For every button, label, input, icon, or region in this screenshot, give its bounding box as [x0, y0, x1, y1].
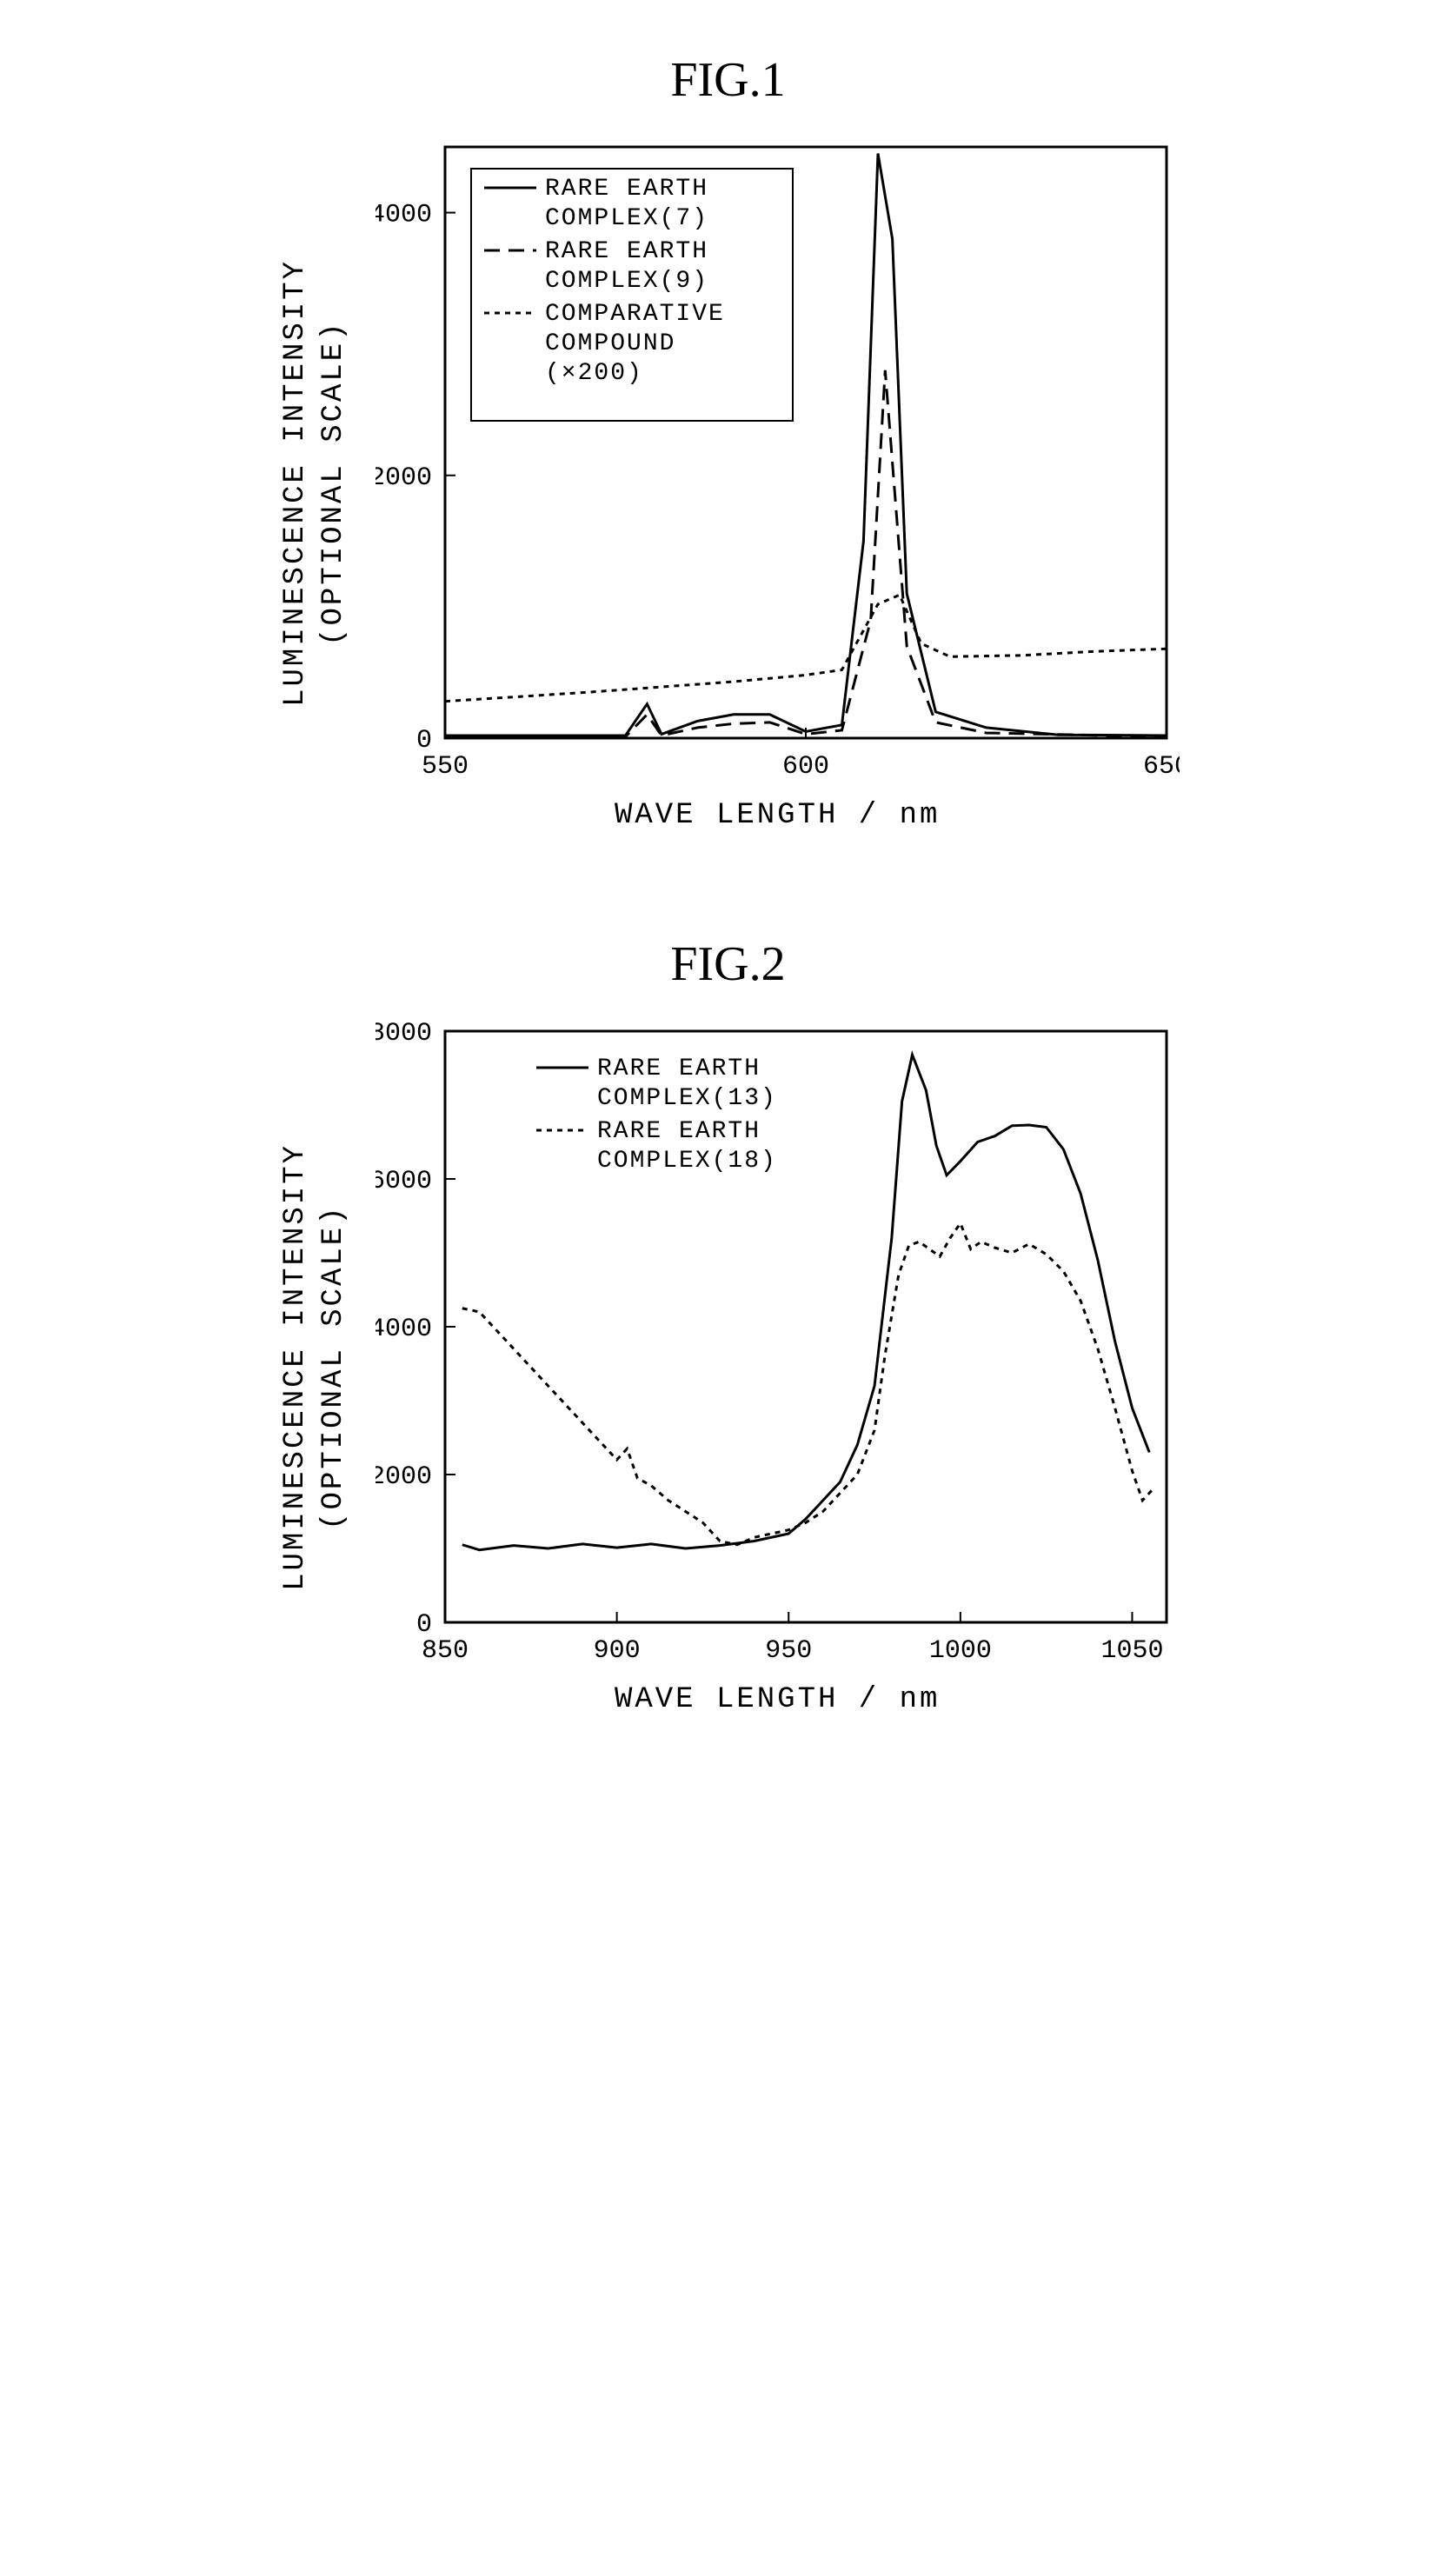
svg-text:900: 900 [593, 1636, 640, 1666]
svg-text:950: 950 [765, 1636, 812, 1666]
svg-text:COMPLEX(18): COMPLEX(18) [597, 1148, 777, 1175]
fig1-title: FIG.1 [670, 52, 785, 108]
svg-text:6000: 6000 [376, 1167, 432, 1196]
fig2-xlabel: WAVE LENGTH / nm [615, 1683, 940, 1716]
fig2-chart-area: LUMINESCENCE INTENSITY (OPTIONAL SCALE) … [276, 1018, 1179, 1716]
svg-text:8000: 8000 [376, 1019, 432, 1049]
svg-text:2000: 2000 [376, 1462, 432, 1492]
fig1-plot: 550600650020004000RARE EARTHCOMPLEX(7)RA… [376, 134, 1180, 786]
figure-1: FIG.1 LUMINESCENCE INTENSITY (OPTIONAL S… [0, 52, 1456, 832]
svg-text:COMPOUND: COMPOUND [545, 330, 675, 357]
fig2-title: FIG.2 [670, 936, 785, 992]
svg-text:(×200): (×200) [545, 360, 643, 387]
svg-text:RARE EARTH: RARE EARTH [545, 238, 708, 265]
figure-2: FIG.2 LUMINESCENCE INTENSITY (OPTIONAL S… [0, 936, 1456, 1716]
svg-text:1050: 1050 [1100, 1636, 1163, 1666]
svg-text:COMPLEX(9): COMPLEX(9) [545, 268, 708, 295]
svg-text:600: 600 [782, 752, 829, 782]
svg-text:COMPARATIVE: COMPARATIVE [545, 301, 725, 328]
svg-text:2000: 2000 [376, 463, 432, 493]
fig2-ylabel: LUMINESCENCE INTENSITY (OPTIONAL SCALE) [276, 1143, 353, 1591]
svg-text:RARE EARTH: RARE EARTH [597, 1055, 761, 1082]
fig2-plot: 850 900 950 1000 1050 0 2000 4000 6000 8000 RARE E… [376, 1018, 1180, 1670]
fig1-chart-area: LUMINESCENCE INTENSITY (OPTIONAL SCALE) … [276, 134, 1179, 832]
svg-text:1000: 1000 [929, 1636, 992, 1666]
fig1-xlabel: WAVE LENGTH / nm [615, 799, 940, 832]
svg-text:550: 550 [422, 752, 469, 782]
svg-text:RARE EARTH: RARE EARTH [545, 176, 708, 203]
svg-text:650: 650 [1143, 752, 1180, 782]
svg-text:4000: 4000 [376, 201, 432, 230]
svg-text:0: 0 [416, 726, 432, 756]
fig1-ylabel: LUMINESCENCE INTENSITY (OPTIONAL SCALE) [276, 259, 353, 707]
svg-text:RARE EARTH: RARE EARTH [597, 1118, 761, 1145]
svg-text:4000: 4000 [376, 1315, 432, 1344]
svg-text:COMPLEX(13): COMPLEX(13) [597, 1085, 777, 1112]
svg-text:COMPLEX(7): COMPLEX(7) [545, 205, 708, 232]
svg-text:0: 0 [416, 1610, 432, 1640]
svg-text:850: 850 [422, 1636, 469, 1666]
